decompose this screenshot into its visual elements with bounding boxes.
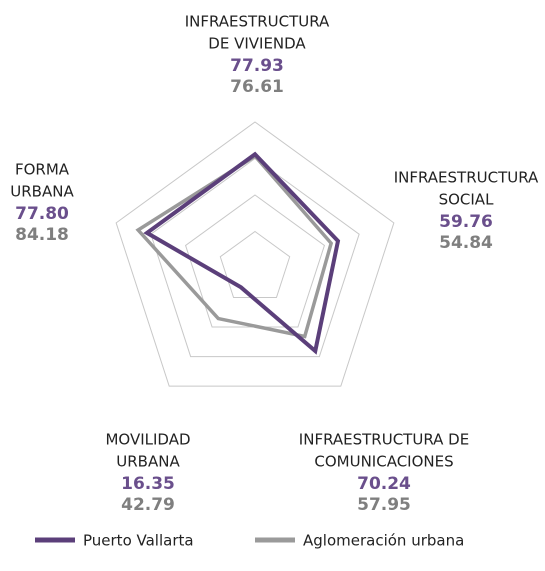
grid-ring xyxy=(219,230,291,299)
axis-label: FORMA xyxy=(15,161,70,179)
value-label: 77.93 xyxy=(230,56,284,76)
axis-label: URBANA xyxy=(10,183,74,201)
value-label: 54.84 xyxy=(439,233,493,253)
axis-label: DE VIVIENDA xyxy=(208,35,306,53)
axis-label: INFRAESTRUCTURA xyxy=(394,169,539,187)
value-label: 76.61 xyxy=(230,77,284,97)
value-label: 77.80 xyxy=(15,204,69,224)
value-label: 84.18 xyxy=(15,225,69,245)
legend-label: Puerto Vallarta xyxy=(83,532,194,550)
value-label: 42.79 xyxy=(121,495,175,515)
axis-label: MOVILIDAD xyxy=(105,431,190,449)
axis-label: SOCIAL xyxy=(439,191,494,209)
legend-label: Aglomeración urbana xyxy=(303,532,464,550)
grid-ring xyxy=(115,121,395,387)
axis-label: URBANA xyxy=(116,453,180,471)
series-line xyxy=(143,151,341,355)
axis-label: COMUNICACIONES xyxy=(314,453,453,471)
axis-label: INFRAESTRUCTURA DE xyxy=(299,431,469,449)
value-label: 70.24 xyxy=(357,474,411,494)
grid-ring xyxy=(150,157,360,358)
value-label: 57.95 xyxy=(357,495,411,515)
series-line xyxy=(135,153,334,339)
axis-label: INFRAESTRUCTURA xyxy=(185,13,330,31)
value-label: 59.76 xyxy=(439,212,493,232)
value-label: 16.35 xyxy=(121,474,175,494)
